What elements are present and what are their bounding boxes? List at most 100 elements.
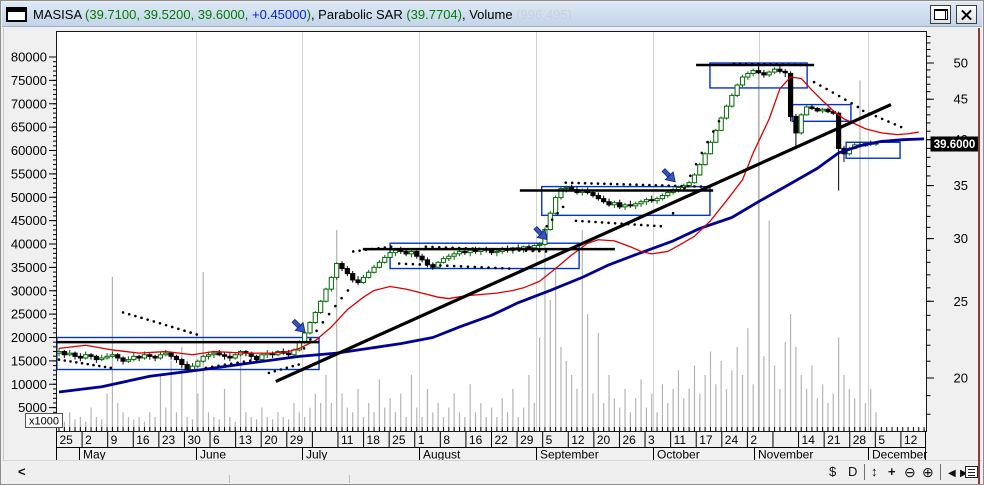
scroll-track-mark bbox=[229, 475, 230, 483]
svg-text:16: 16 bbox=[469, 433, 483, 447]
svg-text:16: 16 bbox=[136, 433, 150, 447]
svg-text:35000: 35000 bbox=[11, 260, 47, 275]
slow-ma-line bbox=[58, 137, 925, 394]
svg-text:50: 50 bbox=[954, 55, 968, 70]
price-scale[interactable]: 20253035404550 bbox=[926, 36, 969, 415]
svg-text:20: 20 bbox=[264, 433, 278, 447]
svg-text:10000: 10000 bbox=[11, 377, 47, 392]
daily-periodicity-icon[interactable]: D bbox=[848, 464, 858, 479]
title-volume-label: , Volume bbox=[461, 6, 517, 22]
svg-text:14: 14 bbox=[802, 433, 816, 447]
svg-text:12: 12 bbox=[571, 433, 585, 447]
svg-text:45: 45 bbox=[954, 92, 968, 107]
date-axis[interactable]: 25 2 9 16 23 30 6 13 20 29 11 18 25 1 8 16 22 29 5 12 20 26 3 1… bbox=[56, 427, 927, 462]
svg-text:30: 30 bbox=[187, 433, 201, 447]
svg-text:25000: 25000 bbox=[11, 307, 47, 322]
svg-text:5000: 5000 bbox=[18, 400, 47, 415]
volume-scale[interactable]: 5000 10000 15000 20000 25000 30000 35000 40000 4… bbox=[11, 50, 57, 427]
svg-text:x1000: x1000 bbox=[29, 416, 59, 428]
svg-text:50000: 50000 bbox=[11, 190, 47, 205]
svg-text:11: 11 bbox=[674, 433, 687, 447]
fast-ma-line bbox=[58, 76, 919, 356]
toolbar-divider bbox=[940, 464, 941, 480]
svg-text:6: 6 bbox=[213, 433, 220, 447]
restore-button[interactable] bbox=[930, 5, 951, 24]
svg-text:40000: 40000 bbox=[11, 237, 47, 252]
title-bar[interactable]: MASISA (39.7100, 39.5200, 39.6000, +0.45… bbox=[2, 2, 982, 27]
svg-text:September: September bbox=[540, 448, 599, 462]
svg-text:75000: 75000 bbox=[11, 73, 47, 88]
title-indicator-value: (39.7704) bbox=[406, 6, 462, 22]
svg-text:5: 5 bbox=[878, 433, 885, 447]
svg-text:21: 21 bbox=[827, 433, 841, 447]
trendline[interactable] bbox=[275, 103, 892, 383]
svg-text:August: August bbox=[423, 448, 461, 462]
svg-text:25: 25 bbox=[60, 433, 74, 447]
svg-text:12: 12 bbox=[904, 433, 918, 447]
svg-text:60000: 60000 bbox=[11, 143, 47, 158]
svg-text:November: November bbox=[758, 448, 813, 462]
toolbar-divider bbox=[864, 464, 865, 480]
vertical-zoom-icon[interactable]: ↕ bbox=[871, 464, 878, 479]
svg-text:70000: 70000 bbox=[11, 96, 47, 111]
svg-text:29: 29 bbox=[520, 433, 534, 447]
data-window-icon[interactable] bbox=[965, 466, 978, 478]
svg-text:June: June bbox=[200, 448, 226, 462]
annotation-arrows[interactable] bbox=[290, 166, 680, 336]
zoom-in-icon[interactable]: ⊕ bbox=[922, 464, 934, 480]
window-left-inner-edge bbox=[3, 28, 4, 460]
chart-window-icon bbox=[6, 6, 27, 22]
svg-text:24: 24 bbox=[725, 433, 739, 447]
title-indicator-label: , Parabolic SAR bbox=[310, 6, 407, 22]
svg-text:65000: 65000 bbox=[11, 120, 47, 135]
plot-background bbox=[56, 31, 927, 432]
scroll-track-mark bbox=[349, 475, 350, 483]
svg-text:October: October bbox=[657, 448, 700, 462]
window-title: MASISA (39.7100, 39.5200, 39.6000, +0.45… bbox=[33, 7, 572, 22]
svg-text:23: 23 bbox=[162, 433, 176, 447]
svg-text:45000: 45000 bbox=[11, 213, 47, 228]
svg-text:July: July bbox=[306, 448, 327, 462]
volume-unit-box: x1000 bbox=[25, 413, 63, 428]
svg-text:30000: 30000 bbox=[11, 283, 47, 298]
svg-text:20: 20 bbox=[597, 433, 611, 447]
pan-icon[interactable]: + bbox=[888, 464, 896, 479]
svg-text:December: December bbox=[872, 448, 927, 462]
volume-bars bbox=[58, 66, 877, 431]
scroll-forward-icon[interactable]: ▶ bbox=[960, 468, 968, 479]
svg-text:13: 13 bbox=[239, 433, 253, 447]
svg-text:39.6000: 39.6000 bbox=[934, 139, 976, 151]
svg-text:1: 1 bbox=[418, 433, 425, 447]
svg-text:2: 2 bbox=[750, 433, 757, 447]
scroll-left-icon[interactable]: < bbox=[18, 464, 26, 479]
scroll-back-icon[interactable]: ◀ bbox=[948, 468, 956, 479]
price-tag: 39.6000 bbox=[930, 136, 979, 152]
svg-text:5: 5 bbox=[546, 433, 553, 447]
bottom-toolbar: < $ D ↕ + ⊖ ⊕ ◀ ▶ bbox=[2, 460, 982, 483]
window-right-edge bbox=[978, 28, 980, 484]
svg-text:9: 9 bbox=[111, 433, 118, 447]
title-change: +0.45000 bbox=[252, 6, 307, 22]
svg-text:3: 3 bbox=[648, 433, 655, 447]
svg-text:25: 25 bbox=[392, 433, 406, 447]
close-button[interactable] bbox=[956, 5, 977, 24]
svg-text:May: May bbox=[83, 448, 106, 462]
candles-layer bbox=[56, 65, 879, 372]
title-symbol: MASISA bbox=[33, 6, 86, 22]
svg-text:35: 35 bbox=[954, 178, 968, 193]
zoom-out-icon[interactable]: ⊖ bbox=[904, 464, 916, 480]
svg-text:18: 18 bbox=[367, 433, 381, 447]
title-volume-value: (996,495) bbox=[516, 6, 572, 22]
svg-text:11: 11 bbox=[341, 433, 354, 447]
svg-text:22: 22 bbox=[495, 433, 509, 447]
rescale-icon[interactable]: $ bbox=[829, 464, 837, 479]
svg-text:28: 28 bbox=[853, 433, 867, 447]
svg-text:55000: 55000 bbox=[11, 166, 47, 181]
svg-text:30: 30 bbox=[954, 231, 968, 246]
close-icon bbox=[960, 8, 973, 21]
svg-text:80000: 80000 bbox=[11, 50, 47, 65]
svg-text:29: 29 bbox=[290, 433, 304, 447]
svg-text:20000: 20000 bbox=[11, 330, 47, 345]
chart-canvas[interactable]: 5000 10000 15000 20000 25000 30000 35000 40000 4… bbox=[1, 1, 984, 463]
